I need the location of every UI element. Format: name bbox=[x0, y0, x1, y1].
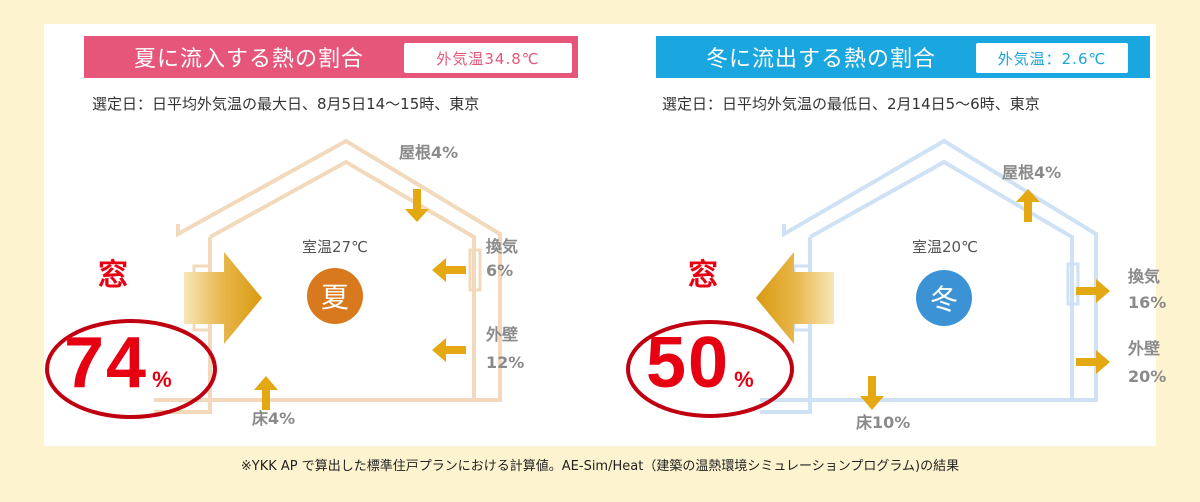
summer-wall-name: 外壁 bbox=[486, 325, 519, 344]
summer-outside-temp: 外気温34.8℃ bbox=[404, 43, 572, 73]
winter-window-percent-number: 50 bbox=[646, 323, 731, 403]
summer-vent-value: 6% bbox=[486, 261, 514, 280]
summer-floor-arrow bbox=[254, 376, 278, 410]
winter-vent-arrow bbox=[1076, 279, 1110, 303]
winter-outside-temp: 外気温：2.6℃ bbox=[976, 43, 1128, 73]
winter-title-bar: 冬に流出する熱の割合 外気温：2.6℃ bbox=[656, 36, 1150, 78]
winter-roof-label: 屋根4% bbox=[1002, 163, 1062, 182]
summer-season-circle: 夏 bbox=[307, 268, 363, 324]
winter-room-temp: 室温20℃ bbox=[912, 238, 978, 256]
summer-vent-name: 換気 bbox=[486, 237, 519, 256]
winter-house-diagram bbox=[626, 138, 1110, 418]
summer-highlight-ellipse bbox=[45, 319, 217, 419]
winter-wall-value: 20% bbox=[1128, 367, 1167, 386]
summer-wall-value: 12% bbox=[486, 353, 525, 372]
summer-vent-box bbox=[468, 248, 482, 292]
summer-window-percent: 74% bbox=[64, 322, 172, 404]
summer-window-label: 窓 bbox=[98, 258, 128, 293]
summer-room-temp: 室温27℃ bbox=[302, 238, 368, 256]
summer-wall-arrow bbox=[432, 338, 466, 362]
winter-wall-name: 外壁 bbox=[1128, 339, 1161, 358]
winter-vent-value: 16% bbox=[1128, 293, 1167, 312]
winter-vent-box bbox=[1066, 262, 1080, 306]
summer-title-bar: 夏に流入する熱の割合 外気温34.8℃ bbox=[84, 36, 578, 78]
winter-window-label: 窓 bbox=[688, 258, 718, 293]
summer-title: 夏に流入する熱の割合 bbox=[134, 47, 365, 72]
summer-window-arrow bbox=[184, 252, 262, 344]
summer-subtitle: 選定日：日平均外気温の最大日、8月5日14～15時、東京 bbox=[92, 95, 480, 113]
winter-vent-name: 換気 bbox=[1128, 267, 1161, 286]
winter-title: 冬に流出する熱の割合 bbox=[706, 47, 937, 72]
summer-roof-label: 屋根4% bbox=[399, 143, 459, 162]
winter-wall-arrow bbox=[1076, 350, 1110, 374]
summer-vent-arrow bbox=[432, 258, 466, 282]
winter-window-arrow bbox=[756, 252, 834, 344]
diagram-frame: 夏に流入する熱の割合 外気温34.8℃ 選定日：日平均外気温の最大日、8月5日1… bbox=[44, 24, 1166, 446]
summer-roof-arrow bbox=[405, 189, 429, 222]
summer-house-diagram bbox=[45, 138, 502, 419]
winter-window-percent: 50% bbox=[646, 322, 754, 404]
summer-window-percent-number: 74 bbox=[64, 323, 149, 403]
winter-subtitle: 選定日：日平均外気温の最低日、2月14日5～6時、東京 bbox=[662, 95, 1040, 113]
winter-floor-label: 床10% bbox=[856, 413, 911, 432]
winter-floor-arrow bbox=[860, 376, 884, 410]
winter-highlight-ellipse bbox=[626, 320, 794, 418]
winter-season-circle: 冬 bbox=[916, 270, 972, 326]
winter-panel: 冬に流出する熱の割合 外気温：2.6℃ 選定日：日平均外気温の最低日、2月14日… bbox=[600, 24, 1166, 446]
footnote: ※YKK AP で算出した標準住戸プランにおける計算値。AE-Sim/Heat（… bbox=[240, 459, 960, 474]
winter-percent-sign: % bbox=[734, 367, 754, 392]
summer-percent-sign: % bbox=[152, 367, 172, 392]
summer-floor-label: 床4% bbox=[252, 409, 296, 428]
winter-roof-arrow bbox=[1016, 189, 1040, 222]
summer-panel: 夏に流入する熱の割合 外気温34.8℃ 選定日：日平均外気温の最大日、8月5日1… bbox=[44, 24, 600, 446]
